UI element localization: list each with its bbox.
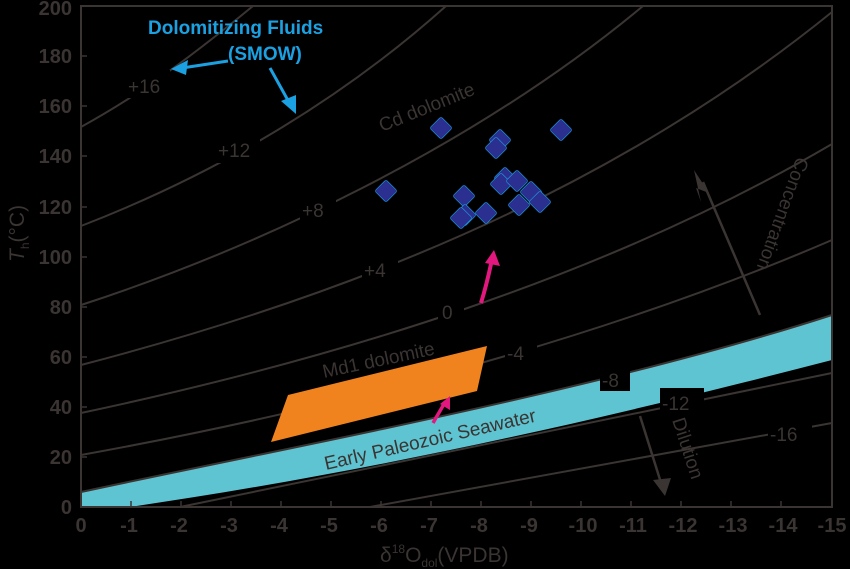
x-tick: -3 [220,515,238,537]
data-point [375,180,397,202]
data-point [430,117,452,139]
data-point [490,173,512,195]
concentration-arrowhead-icon [694,170,709,202]
x-tick: -10 [569,515,598,537]
cd-dolomite-points [375,117,572,229]
magenta-arrowhead-upper-icon [485,250,500,266]
x-tick: -14 [769,515,799,537]
y-axis-title: Th(°C) [6,205,32,262]
magenta-arrowhead-lower-icon [440,396,450,410]
x-tick: -5 [320,515,338,537]
dilution-arrow [638,415,664,487]
x-tick: -8 [470,515,488,537]
data-point [529,191,551,213]
y-tick: 20 [50,447,72,469]
x-axis-labels: 0 -1 -2 -3 -4 -5 -6 -7 -8 -9 -10 -11 -12… [75,515,846,537]
isoline-label: +4 [364,261,386,282]
x-tick: -4 [270,515,289,537]
x-tick: 0 [75,515,86,537]
y-tick: 140 [39,146,72,168]
concentration-arrow [701,181,762,316]
y-tick: 80 [50,297,72,319]
isoline-label: -4 [507,344,524,365]
label-masks [128,70,812,446]
dilution-arrowhead-icon [653,478,671,496]
x-tick: -9 [520,515,538,537]
data-point [550,119,572,141]
fluids-arrowhead-left-icon [171,60,188,75]
isoline-label: +16 [128,77,160,98]
data-point [508,194,530,216]
isoline-minus8 [80,314,833,493]
y-axis-labels: 0 20 40 60 80 100 120 140 160 180 200 [39,0,72,519]
axis-ticks [81,55,782,507]
isoline-label: -12 [662,394,689,415]
x-tick: -2 [170,515,188,537]
x-tick: -15 [818,515,847,537]
isoline-label: -16 [770,425,797,446]
y-tick: 120 [39,197,72,219]
md1-dolomite-region [271,346,487,442]
data-point [453,185,475,207]
isoline-label: -8 [602,371,619,392]
fluids-arrowhead-down-icon [281,95,296,114]
magenta-arrow-upper [479,263,493,304]
x-tick: -7 [420,515,438,537]
x-tick: -11 [619,515,647,537]
isoline-label: +8 [302,201,324,222]
fluids-annotation-subtitle: (SMOW) [228,44,302,65]
isoline-labels: +16 +12 +8 +4 0 -4 -8 -12 -16 [128,77,797,446]
fluids-arrow-down [268,67,292,105]
isoline-plus12 [80,5,447,227]
y-tick: 100 [39,247,72,269]
y-tick: 200 [39,0,72,20]
data-point [475,202,497,224]
y-tick: 0 [61,497,72,519]
x-tick: -1 [120,515,138,537]
y-tick: 180 [39,46,72,68]
x-tick: -6 [370,515,388,537]
fluids-arrow-left [181,59,229,70]
isoline-label: 0 [442,303,453,324]
y-tick: 40 [50,397,72,419]
isoline-plus4 [80,11,833,366]
isoline-label: +12 [218,141,250,162]
x-tick: -13 [719,515,748,537]
fluids-annotation-title: Dolomitizing Fluids [148,18,323,39]
data-point [450,207,472,229]
x-tick: -12 [669,515,698,537]
x-axis-title: δ18Odol(VPDB) [380,542,509,569]
y-tick: 160 [39,96,72,118]
isoline-plus8 [80,5,644,306]
y-tick: 60 [50,347,72,369]
data-point [506,170,528,192]
seawater-band [81,315,832,507]
data-point [485,137,507,159]
